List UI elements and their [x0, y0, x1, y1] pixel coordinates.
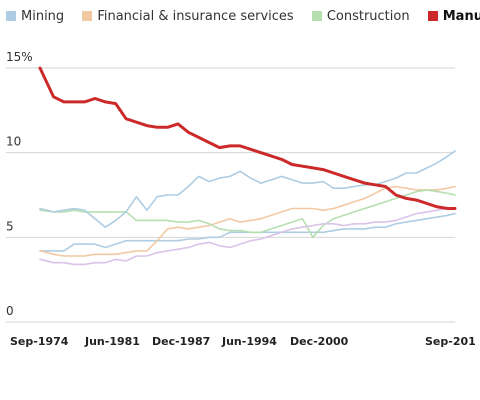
x-tick-label-5: Sep-201 [425, 335, 476, 348]
legend-label-manufacturing: Manufacturing [442, 9, 480, 24]
x-tick-label-4: Dec-2000 [290, 335, 349, 348]
legend-item-financial[interactable]: Financial & insurance services [82, 9, 294, 24]
legend-label-mining: Mining [21, 9, 65, 24]
series-line-construction [39, 189, 456, 239]
x-tick-label-3: Jun-1994 [221, 335, 277, 348]
series-line-manufacturing [38, 66, 457, 210]
x-tick-label-1: Jun-1981 [84, 335, 140, 348]
x-tick-label-0: Sep-1974 [10, 335, 69, 348]
legend-label-construction: Construction [326, 9, 410, 24]
chart-legend: Mining Financial & insurance services Co… [6, 9, 480, 29]
x-tick-label-2: Dec-1987 [152, 335, 210, 348]
legend-item-manufacturing[interactable]: Manufacturing [427, 9, 480, 24]
series-line-lightbluetop [39, 150, 456, 228]
y-tick-label-3: 0 [6, 304, 14, 318]
y-tick-label-0: 15% [6, 50, 33, 64]
legend-item-construction[interactable]: Construction [311, 9, 410, 24]
legend-swatch-construction [311, 11, 322, 21]
series-line-lavender [39, 207, 456, 266]
legend-swatch-mining [6, 11, 16, 21]
legend-label-financial: Financial & insurance services [97, 9, 294, 24]
y-tick-label-2: 5 [6, 219, 14, 233]
legend-swatch-financial [82, 11, 93, 21]
y-tick-label-1: 10 [6, 135, 21, 149]
legend-swatch-manufacturing [427, 11, 438, 21]
legend-item-mining[interactable]: Mining [6, 9, 64, 24]
